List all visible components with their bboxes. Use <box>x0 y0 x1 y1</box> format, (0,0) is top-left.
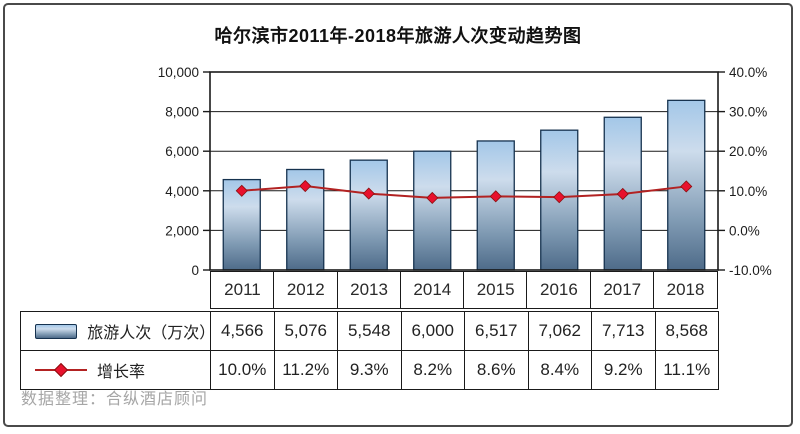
bar-2015 <box>476 140 515 271</box>
marker-2011 <box>235 184 248 197</box>
year-cell: 2014 <box>399 271 465 309</box>
growth-value-cell: 10.0% <box>210 350 275 390</box>
year-cell: 2015 <box>463 271 529 309</box>
series-label: 旅游人次（万次） <box>87 325 216 342</box>
year-cell: 2011 <box>210 271 275 309</box>
marker-2018 <box>680 180 693 193</box>
chart-frame: 哈尔滨市2011年-2018年旅游人次变动趋势图 10,000 8,000 6,00… <box>3 3 793 427</box>
year-cell: 2018 <box>653 271 718 309</box>
marker-2016 <box>553 191 566 204</box>
left-axis-label: 6,000 <box>165 144 199 159</box>
marker-2013 <box>362 187 375 200</box>
data-table: 旅游人次（万次） 4,566 5,076 5,548 6,000 6,517 7,062 7,… <box>20 311 719 390</box>
visits-value-cell: 6,517 <box>464 311 529 351</box>
combo-chart: 10,000 8,000 6,000 4,000 2,000 0 40.0% 30.0% 20.… <box>158 65 772 278</box>
watermark-source-note: 数据整理：合纵酒店顾问 <box>21 391 209 408</box>
year-cell: 2013 <box>336 271 402 309</box>
visits-value-cell: 6,000 <box>400 311 465 351</box>
right-axis-label: -10.0% <box>729 263 772 278</box>
table-row: 旅游人次（万次） 4,566 5,076 5,548 6,000 6,517 7,062 7,… <box>20 311 719 351</box>
visits-value-cell: 5,548 <box>337 311 402 351</box>
legend-cell: 增长率 <box>20 350 211 390</box>
marker-2017 <box>616 187 629 201</box>
bar-series-swatch <box>35 323 78 339</box>
growth-value-cell: 11.2% <box>273 350 338 390</box>
marker-2015 <box>489 190 502 203</box>
left-axis-label: 8,000 <box>165 105 199 120</box>
left-axis-label: 0 <box>191 263 199 278</box>
chart-title: 哈尔滨市2011年-2018年旅游人次变动趋势图 <box>214 26 582 46</box>
growth-value-cell: 8.6% <box>464 350 529 390</box>
left-axis-label: 10,000 <box>158 65 199 80</box>
visits-value-cell: 5,076 <box>273 311 338 351</box>
year-cell: 2016 <box>526 271 592 309</box>
growth-value-cell: 8.2% <box>400 350 465 390</box>
right-axis-label: 0.0% <box>729 223 760 238</box>
legend-cell: 旅游人次（万次） <box>20 311 216 351</box>
growth-value-cell: 9.3% <box>337 350 402 390</box>
table-row: 增长率 10.0% 11.2% 9.3% 8.2% 8.6% 8.4% 9.2% 11.1% <box>20 350 719 390</box>
right-axis-label: 20.0% <box>729 144 767 159</box>
bar-2014 <box>413 150 452 271</box>
growth-rate-line <box>241 185 687 199</box>
visits-value-cell: 7,713 <box>591 311 656 351</box>
line-series-swatch <box>35 362 87 378</box>
visits-value-cell: 8,568 <box>654 311 719 351</box>
year-cell: 2012 <box>273 271 339 309</box>
growth-value-cell: 8.4% <box>527 350 592 390</box>
right-axis-label: 10.0% <box>729 184 767 199</box>
right-axis-label: 40.0% <box>729 65 767 80</box>
left-axis-label: 2,000 <box>165 223 199 238</box>
right-axis-label: 30.0% <box>729 105 767 120</box>
bar-2013 <box>349 159 388 271</box>
marker-2012 <box>299 179 312 193</box>
growth-value-cell: 11.1% <box>654 350 719 390</box>
visits-value-cell: 7,062 <box>527 311 592 351</box>
series-label: 增长率 <box>97 364 146 381</box>
growth-value-cell: 9.2% <box>591 350 656 390</box>
visits-value-cell: 4,566 <box>210 311 275 351</box>
marker-2014 <box>426 191 439 204</box>
year-cell: 2017 <box>589 271 655 309</box>
left-axis-label: 4,000 <box>165 184 199 199</box>
x-axis-year-row: 2011 2012 2013 2014 2015 2016 2017 2018 <box>210 271 718 309</box>
plot-border <box>209 71 719 271</box>
